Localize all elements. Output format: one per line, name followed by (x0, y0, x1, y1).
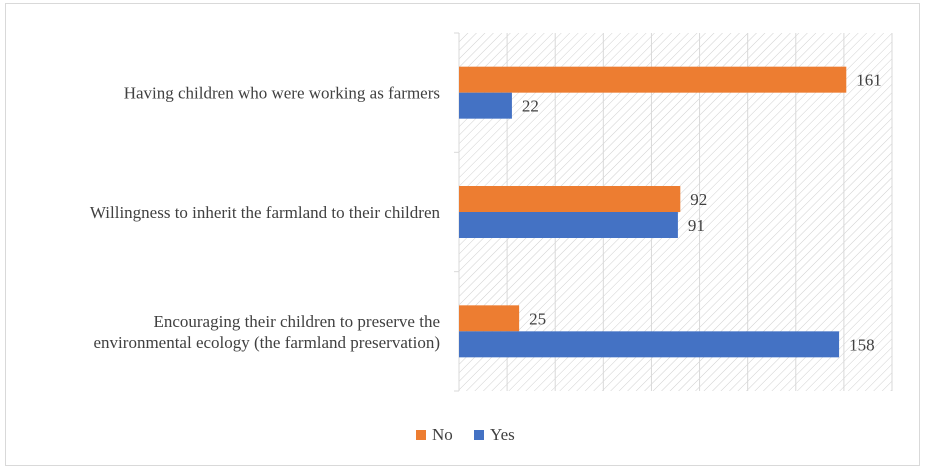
bars (459, 66, 847, 358)
legend-swatch-no (416, 430, 426, 440)
data-label: 158 (849, 335, 875, 354)
bar-no (459, 305, 520, 332)
bar-no (459, 186, 681, 212)
data-label: 91 (688, 216, 705, 235)
legend-label-no: No (432, 425, 453, 444)
category-label: environmental ecology (the farmland pres… (94, 333, 440, 352)
bar-no (459, 66, 847, 93)
category-label: Willingness to inherit the farmland to t… (90, 203, 441, 222)
category-label: Having children who were working as farm… (124, 84, 440, 103)
category-labels: Encouraging their children to preserve t… (90, 84, 441, 352)
value-labels: 25 158 92 91 161 22 (522, 71, 882, 355)
data-label: 25 (529, 309, 546, 328)
category-label: Encouraging their children to preserve t… (153, 312, 440, 331)
data-label: 92 (690, 190, 707, 209)
bar-yes (459, 92, 512, 119)
legend-label-yes: Yes (490, 425, 515, 444)
legend: No Yes (416, 425, 515, 444)
legend-swatch-yes (474, 430, 484, 440)
bar-yes (459, 212, 678, 238)
data-label: 22 (522, 97, 539, 116)
data-label: 161 (856, 71, 882, 90)
bar-yes (459, 331, 840, 358)
